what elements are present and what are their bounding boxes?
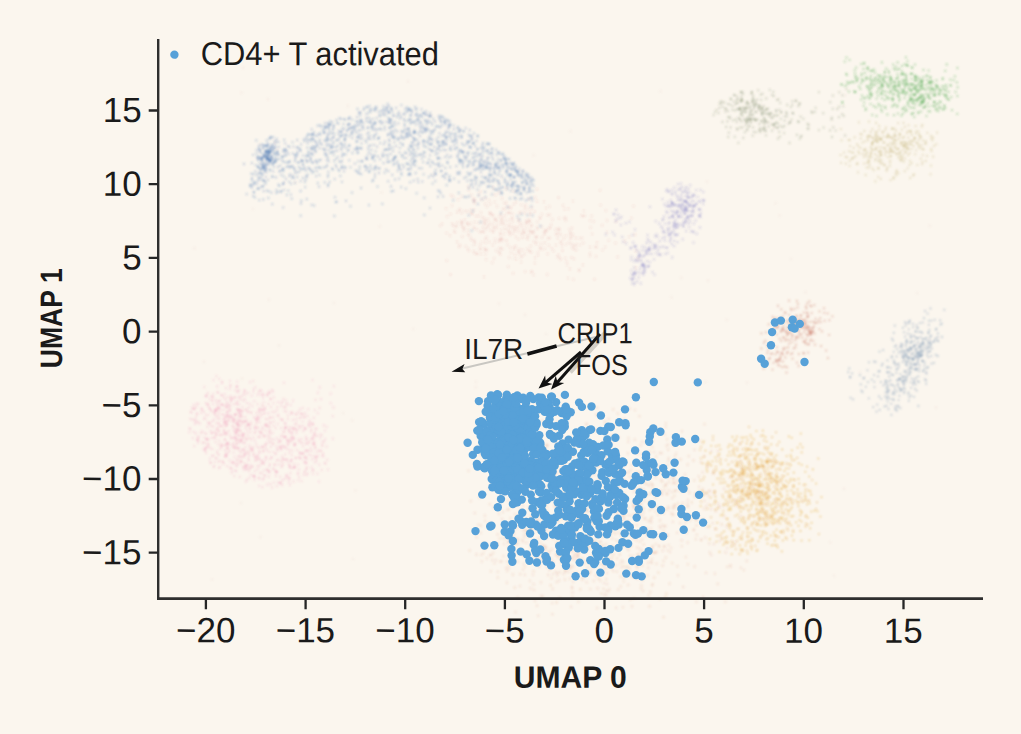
svg-text:−10: −10 bbox=[82, 459, 141, 498]
svg-text:CRIP1: CRIP1 bbox=[558, 317, 633, 349]
svg-text:−10: −10 bbox=[375, 610, 434, 649]
svg-text:−20: −20 bbox=[176, 610, 235, 649]
svg-text:−5: −5 bbox=[485, 610, 525, 649]
svg-text:10: 10 bbox=[103, 164, 142, 203]
svg-text:UMAP 1: UMAP 1 bbox=[34, 268, 69, 368]
svg-text:15: 15 bbox=[103, 90, 142, 129]
svg-text:−5: −5 bbox=[102, 385, 142, 424]
svg-text:FOS: FOS bbox=[576, 349, 628, 381]
svg-text:0: 0 bbox=[595, 611, 615, 650]
svg-text:CD4+ T activated: CD4+ T activated bbox=[201, 35, 439, 72]
svg-text:0: 0 bbox=[122, 311, 142, 350]
svg-text:UMAP 0: UMAP 0 bbox=[514, 660, 627, 695]
svg-text:−15: −15 bbox=[82, 532, 141, 571]
svg-text:5: 5 bbox=[122, 238, 142, 277]
svg-text:15: 15 bbox=[884, 611, 923, 650]
svg-text:5: 5 bbox=[694, 611, 714, 650]
svg-text:IL7R: IL7R bbox=[464, 333, 523, 365]
svg-text:−15: −15 bbox=[276, 610, 335, 649]
svg-text:10: 10 bbox=[784, 611, 823, 650]
